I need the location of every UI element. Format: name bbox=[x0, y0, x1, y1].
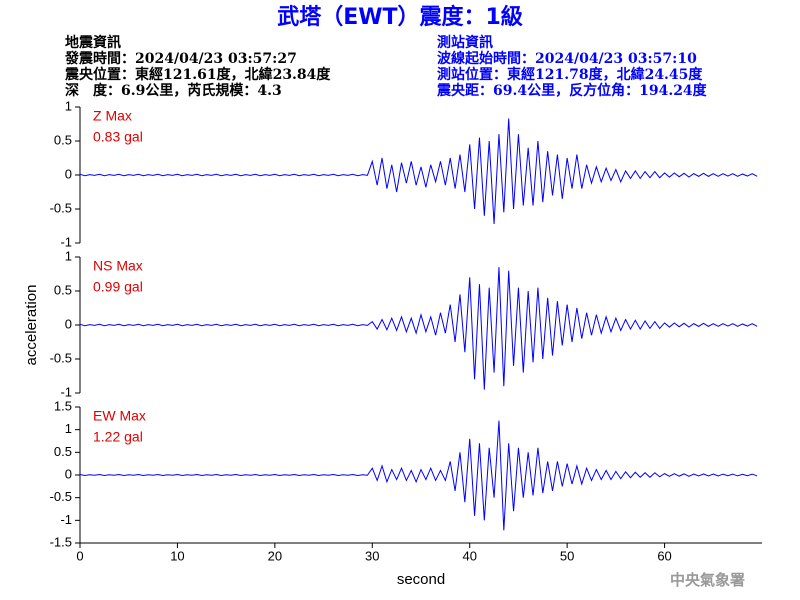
x-tick-label: 40 bbox=[462, 548, 476, 563]
info-left: 發震時間：2024/04/23 03:57:27 bbox=[64, 50, 297, 67]
y-tick-label: 0 bbox=[65, 316, 72, 331]
info-left: 地震資訊 bbox=[65, 34, 121, 51]
y-tick-label: 0 bbox=[65, 166, 72, 181]
y-tick-label: -0.5 bbox=[50, 200, 72, 215]
y-tick-label: -0.5 bbox=[50, 489, 72, 504]
y-tick-label: -1.5 bbox=[50, 534, 72, 549]
y-tick-label: 1 bbox=[65, 421, 72, 436]
info-right: 波線起始時間：2024/04/23 03:57:10 bbox=[437, 50, 697, 67]
x-tick-label: 30 bbox=[365, 548, 379, 563]
x-tick-label: 20 bbox=[268, 548, 282, 563]
info-left: 深 度：6.9公里，芮氏規模：4.3 bbox=[65, 82, 282, 99]
y-tick-label: 0.5 bbox=[54, 282, 72, 297]
y-tick-label: -1 bbox=[60, 234, 72, 249]
info-right: 測站位置：東經121.78度，北緯24.45度 bbox=[437, 66, 703, 83]
y-tick-label: -0.5 bbox=[50, 350, 72, 365]
waveform bbox=[79, 420, 758, 531]
y-tick-label: 1.5 bbox=[54, 398, 72, 413]
waveform bbox=[79, 267, 758, 390]
agency-footer: 中央氣象署 bbox=[670, 571, 745, 589]
max-value-label: 0.83 gal bbox=[93, 129, 143, 145]
x-tick-label: 60 bbox=[657, 548, 671, 563]
channel-label: EW Max bbox=[93, 408, 146, 424]
info-right: 震央距：69.4公里，反方位角：194.24度 bbox=[436, 82, 708, 99]
x-tick-label: 10 bbox=[170, 548, 184, 563]
x-tick-label: 0 bbox=[76, 548, 83, 563]
x-tick-label: 50 bbox=[560, 548, 574, 563]
max-value-label: 1.22 gal bbox=[93, 429, 143, 445]
info-right: 測站資訊 bbox=[437, 34, 493, 51]
waveform bbox=[79, 118, 758, 224]
channel-label: NS Max bbox=[93, 258, 143, 274]
y-tick-label: 0.5 bbox=[54, 132, 72, 147]
y-tick-label: 1 bbox=[65, 98, 72, 113]
info-left: 震央位置：東經121.61度，北緯23.84度 bbox=[64, 66, 331, 83]
max-value-label: 0.99 gal bbox=[93, 279, 143, 295]
y-tick-label: -1 bbox=[60, 512, 72, 527]
y-tick-label: 0.5 bbox=[54, 444, 72, 459]
channel-label: Z Max bbox=[93, 108, 132, 124]
y-tick-label: -1 bbox=[60, 384, 72, 399]
x-axis-title: second bbox=[397, 571, 445, 588]
y-axis-title: acceleration bbox=[23, 285, 40, 366]
y-tick-label: 0 bbox=[65, 466, 72, 481]
y-tick-label: 1 bbox=[65, 248, 72, 263]
title: 武塔（EWT）震度：1級 bbox=[277, 4, 523, 30]
